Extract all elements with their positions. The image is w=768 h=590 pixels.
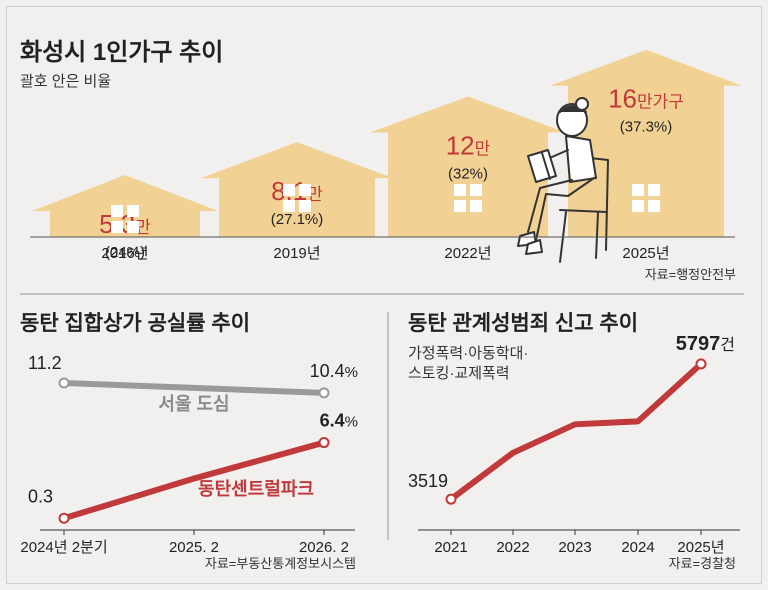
house-category-label-0: 2016년 <box>101 245 148 262</box>
crime-point-4 <box>695 358 707 370</box>
vacancy-x-tick-label-2: 2026. 2 <box>299 539 349 556</box>
house-value-label-2: 12만 <box>446 131 491 161</box>
crime-point-0 <box>445 493 457 505</box>
vacancy-chart: 2024년 2분기 2025. 2 2026. 2 11.2 10.4% 서울 도심 0.3… <box>20 353 358 556</box>
house-window <box>127 205 139 217</box>
house-bar-2 <box>370 96 566 237</box>
house-window <box>454 200 466 212</box>
top-title: 화성시 1인가구 추이 <box>20 39 223 66</box>
house-value-label-3: 16만가구 <box>608 84 684 114</box>
house-bar-3 <box>550 49 742 237</box>
top-subtitle: 괄호 안은 비율 <box>20 73 111 90</box>
crime-x-tick-label-4: 2025년 <box>677 539 724 556</box>
house-window <box>454 184 466 196</box>
crime-data-label-4: 5797건 <box>676 333 735 355</box>
top-source: 자료=행정안전부 <box>645 267 736 282</box>
crime-subtitle-line1: 가정폭력·아동학대· <box>408 345 528 362</box>
house-window <box>470 200 482 212</box>
vacancy-data-label-0-2: 10.4% <box>310 361 358 381</box>
crime-series-line <box>448 360 704 503</box>
house-category-label-3: 2025년 <box>622 245 669 262</box>
house-window <box>470 184 482 196</box>
vacancy-series-line-1 <box>61 439 327 522</box>
crime-x-tick-label-2: 2023 <box>558 539 591 556</box>
vacancy-title: 동탄 집합상가 공실률 추이 <box>20 312 250 335</box>
house-category-label-2: 2022년 <box>444 245 491 262</box>
house-window <box>283 200 295 212</box>
vacancy-data-label-1-2: 6.4% <box>320 411 358 431</box>
house-window <box>111 221 123 233</box>
crime-source: 자료=경찰청 <box>669 556 736 571</box>
house-window <box>299 200 311 212</box>
vacancy-x-tick-label-1: 2025. 2 <box>169 539 219 556</box>
vacancy-series-line-0 <box>61 379 327 396</box>
house-ratio-label-3: (37.3%) <box>620 119 673 136</box>
crime-x-tick-label-1: 2022 <box>496 539 529 556</box>
reading-person-illustration <box>517 97 609 263</box>
crime-x-tick-label-0: 2021 <box>434 539 467 556</box>
crime-x-tick-label-3: 2024 <box>621 539 654 556</box>
vacancy-point-0-2 <box>318 387 330 399</box>
vacancy-point-1-2 <box>318 437 330 449</box>
house-window <box>299 184 311 196</box>
vacancy-x-tick-label-0: 2024년 2분기 <box>20 539 107 556</box>
vacancy-data-label-1-0: 0.3 <box>28 486 53 506</box>
vacancy-point-1-0 <box>58 512 70 524</box>
crime-subtitle-line2: 스토킹·교제폭력 <box>408 365 510 382</box>
vacancy-source: 자료=부동산통계정보시스템 <box>205 556 356 571</box>
house-window <box>632 184 644 196</box>
house-ratio-label-2: (32%) <box>448 166 488 183</box>
vacancy-series-name-1: 동탄센트럴파크 <box>198 478 314 499</box>
house-bar-1 <box>201 142 393 237</box>
house-window <box>111 205 123 217</box>
crime-title: 동탄 관계성범죄 신고 추이 <box>408 312 638 335</box>
house-ratio-label-0: (24%) <box>105 244 145 261</box>
house-window <box>127 221 139 233</box>
house-window <box>648 200 660 212</box>
crime-data-label-0: 3519 <box>408 471 448 491</box>
house-category-label-1: 2019년 <box>273 245 320 262</box>
crime-chart: 2021 2022 2023 2024 2025년 3519 5797건 <box>408 333 740 556</box>
house-ratio-label-1: (27.1%) <box>271 211 324 228</box>
vacancy-series-name-0: 서울 도심 <box>158 394 229 414</box>
house-bar-0 <box>32 174 218 237</box>
house-window <box>648 184 660 196</box>
household-bars: 5.3만(24%)2016년8.1만(27.1%)2019년12만(32%)20… <box>32 49 742 262</box>
house-window <box>283 184 295 196</box>
vacancy-point-0-0 <box>58 377 70 389</box>
vacancy-data-label-0-0: 11.2 <box>28 353 62 373</box>
house-window <box>632 200 644 212</box>
